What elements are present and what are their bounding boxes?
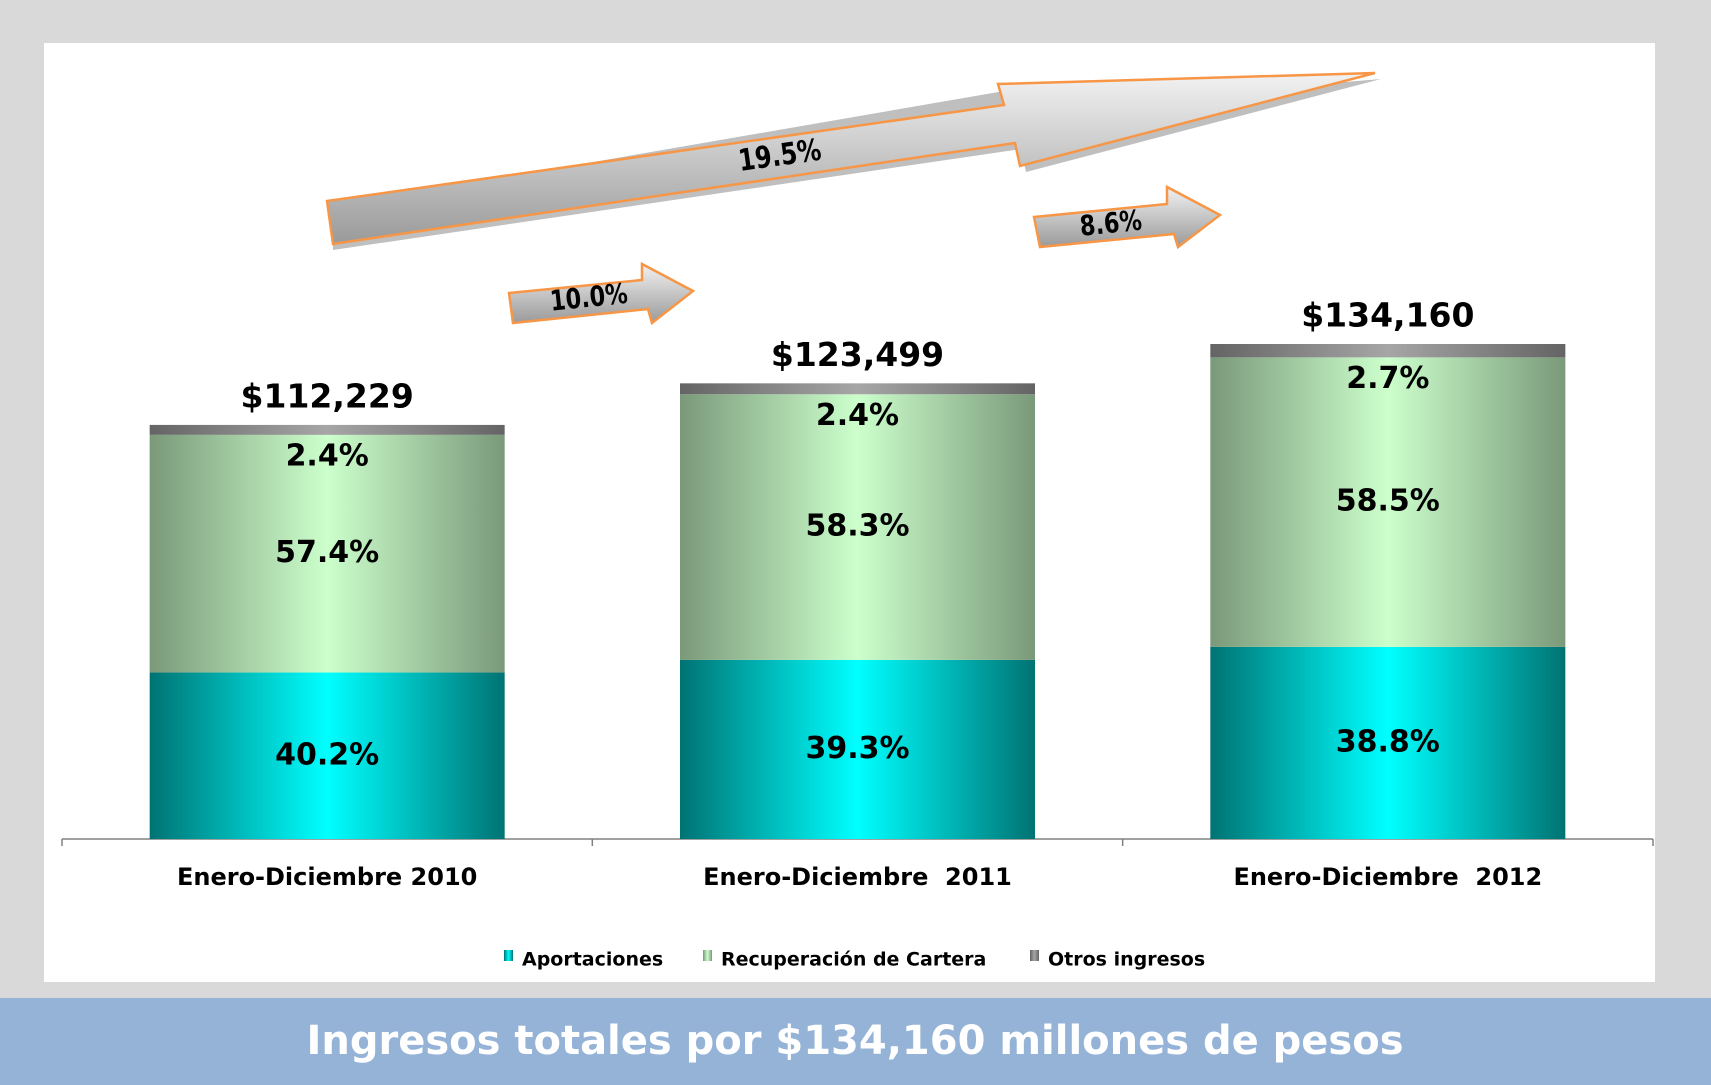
legend-swatch: [703, 950, 712, 961]
total-label: $123,499: [771, 335, 944, 374]
bar-segment: [680, 394, 1035, 660]
segment-label: 39.3%: [805, 731, 909, 766]
arrow: [507, 261, 696, 326]
segment-label: 57.4%: [275, 535, 379, 570]
arrow: [325, 71, 1376, 246]
legend-label: Recuperación de Cartera: [721, 949, 986, 971]
segment-label: 58.5%: [1336, 484, 1440, 519]
footer-band: [0, 998, 1711, 1085]
bar-segment: [680, 659, 1035, 839]
x-tick-label: Enero-Diciembre 2010: [177, 863, 477, 891]
growth-label: 10.0%: [548, 276, 629, 317]
segment-label: 2.4%: [816, 398, 899, 433]
total-label: $134,160: [1301, 296, 1474, 335]
legend-swatch: [1030, 950, 1039, 961]
legend-label: Otros ingresos: [1048, 949, 1205, 971]
legend-label: Aportaciones: [522, 949, 663, 971]
segment-label: 38.8%: [1336, 724, 1440, 759]
segment-label: 40.2%: [275, 737, 379, 772]
bar-segment: [149, 672, 505, 839]
bar-segment: [149, 434, 505, 673]
growth-label: 8.6%: [1078, 203, 1143, 242]
bar-segment: [680, 383, 1035, 395]
segment-label: 2.7%: [1346, 361, 1429, 396]
growth-arrows: 19.5% 10.0% 8.6%: [325, 71, 1381, 326]
x-tick-label: Enero-Diciembre 2012: [1233, 863, 1542, 891]
segment-label: 58.3%: [805, 509, 909, 544]
footer-text: Ingresos totales por $134,160 millones d…: [306, 1018, 1403, 1064]
bar-segment: [1210, 646, 1566, 839]
bar-segment: [149, 424, 505, 435]
bar-segment: [1210, 344, 1566, 358]
x-tick-label: Enero-Diciembre 2011: [703, 863, 1012, 891]
segment-label: 2.4%: [286, 438, 369, 473]
bar-segment: [1210, 357, 1566, 647]
total-label: $112,229: [241, 376, 414, 415]
arrow: [1032, 184, 1223, 250]
legend-swatch: [504, 950, 513, 961]
